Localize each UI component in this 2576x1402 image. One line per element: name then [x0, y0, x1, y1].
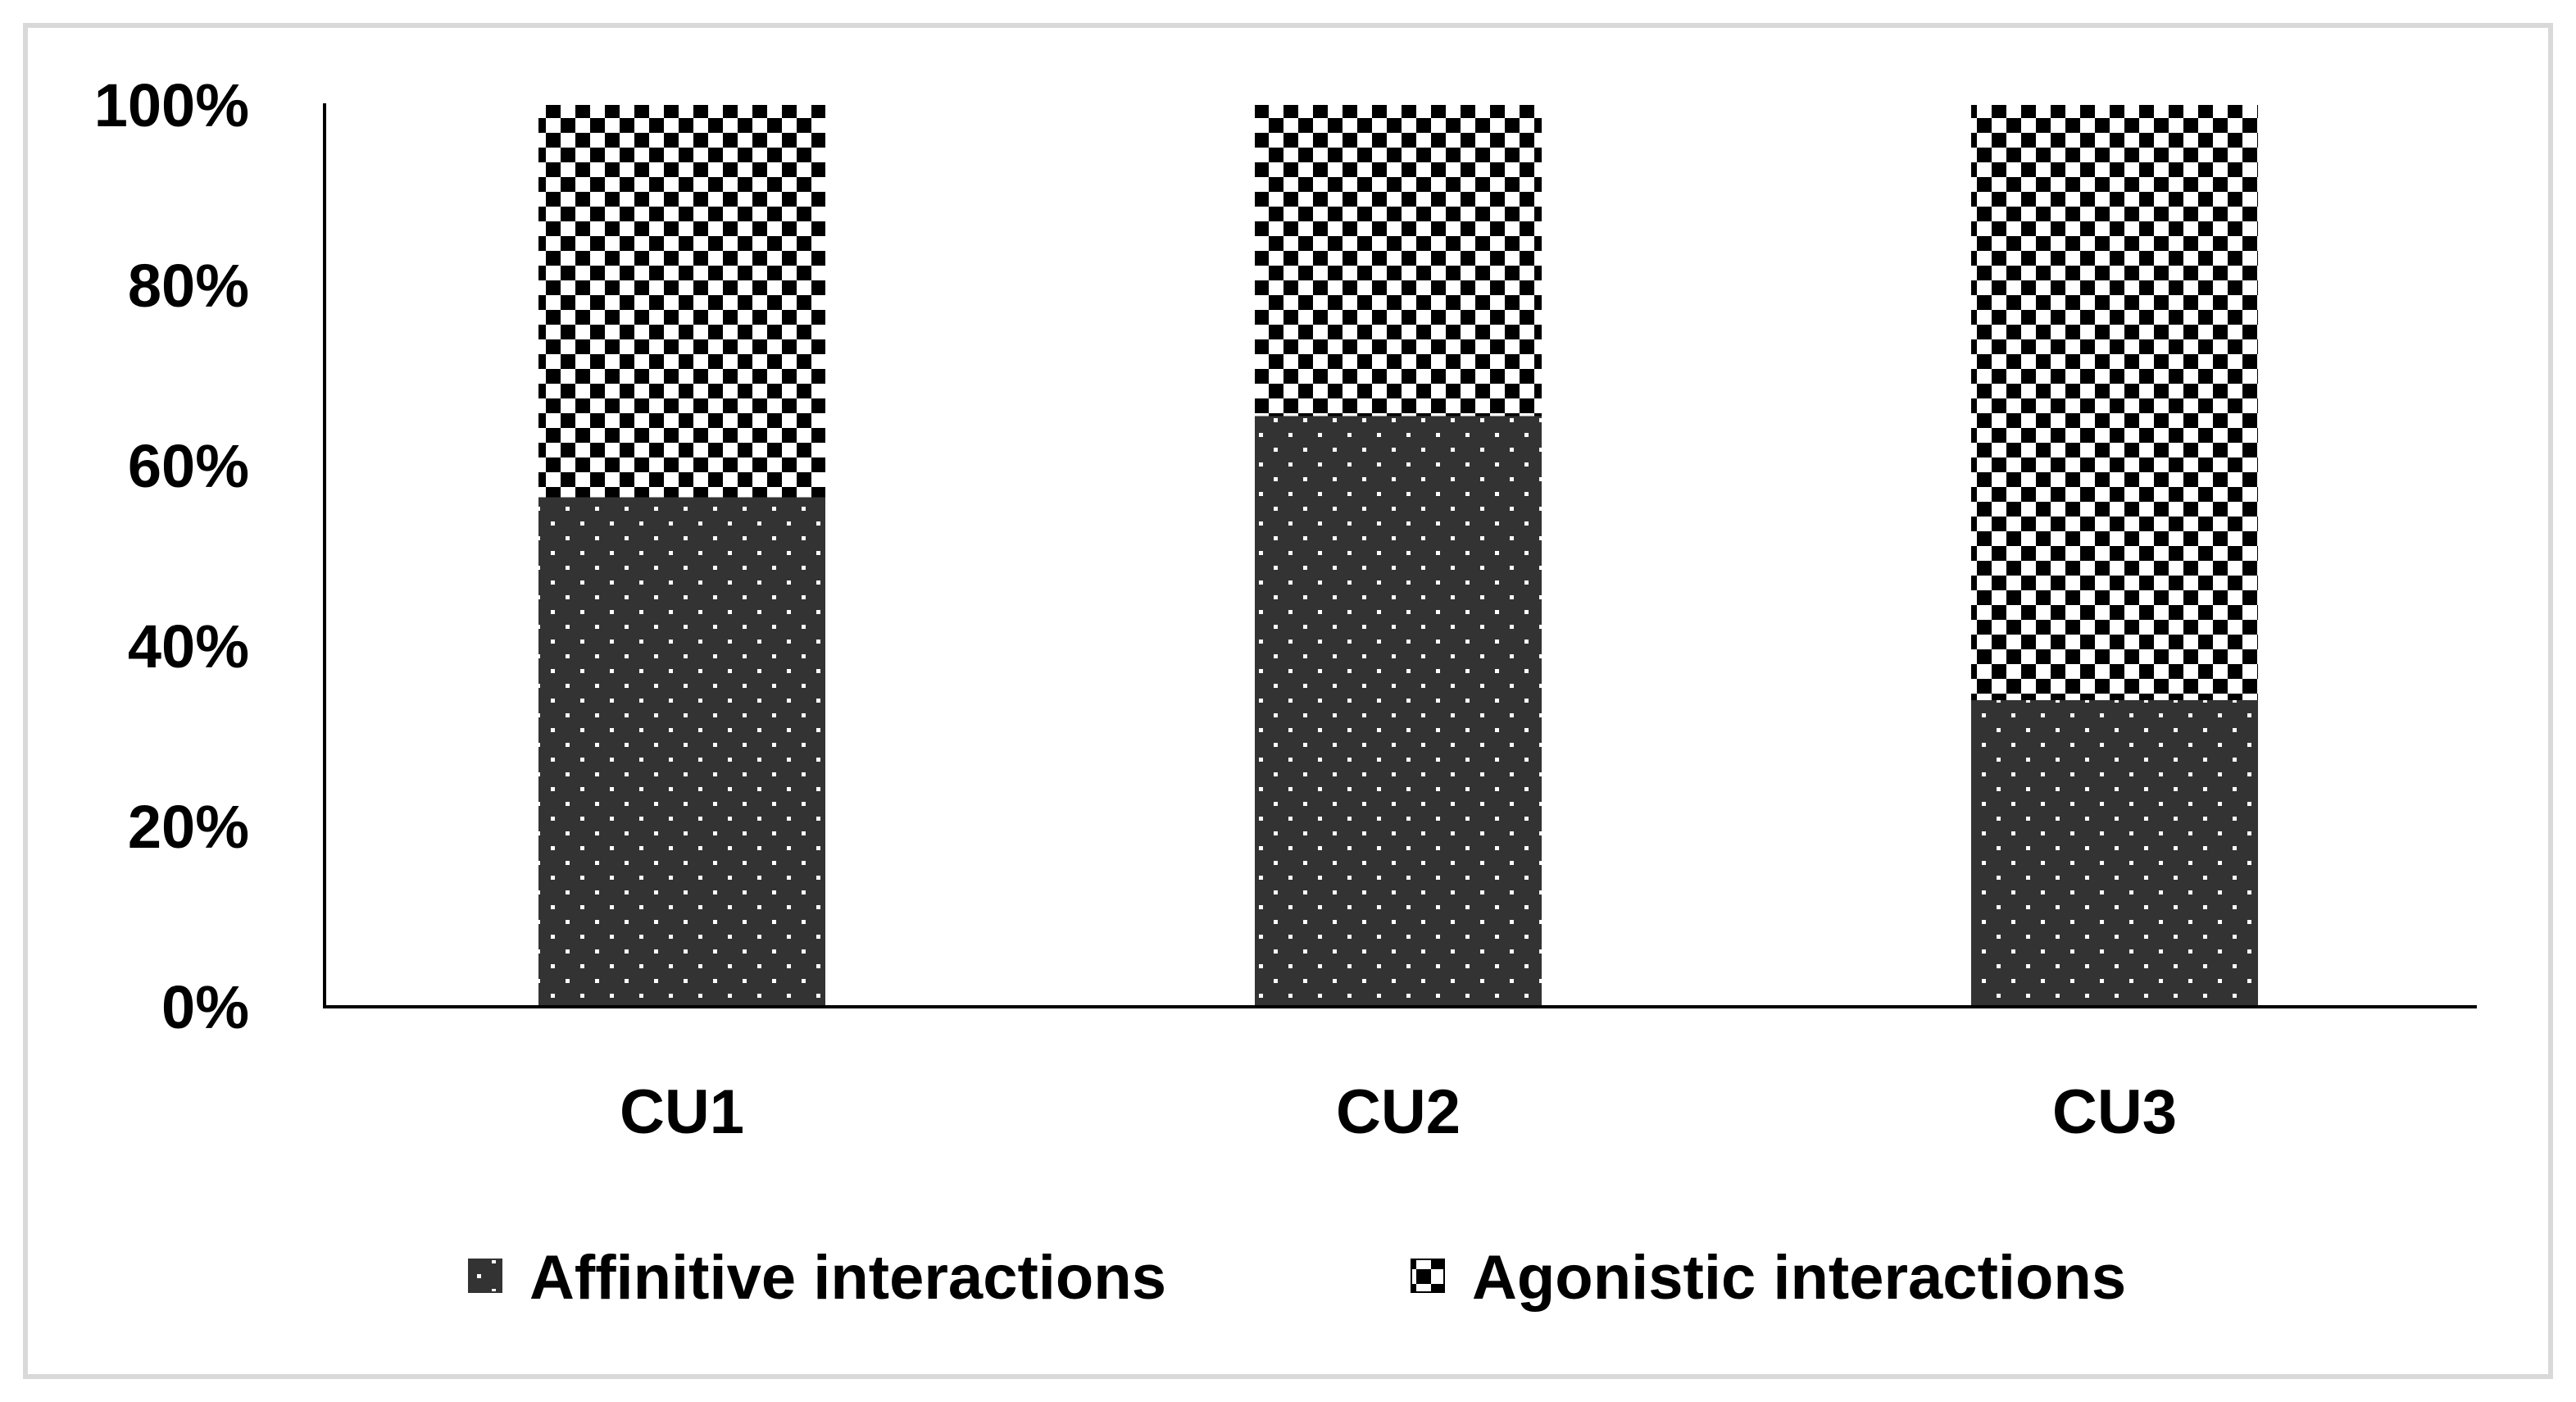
bar-cu1-affinitive [538, 497, 825, 1007]
y-tick-label: 0% [161, 973, 249, 1041]
bar-cu3-affinitive [1971, 700, 2258, 1007]
bar-cu2-affinitive [1255, 416, 1542, 1007]
y-tick-label: 100% [94, 71, 249, 139]
x-category-label-cu3: CU3 [2052, 1077, 2177, 1147]
legend-item-affinitive[interactable]: Affinitive interactions [468, 1243, 1166, 1313]
legend: Affinitive interactions Agonistic intera… [468, 1243, 2126, 1313]
y-tick-label: 20% [128, 793, 249, 861]
bars-layer [538, 105, 2258, 1007]
y-tick-label: 80% [128, 252, 249, 320]
y-tick-label: 60% [128, 432, 249, 500]
bar-cu3-agonistic [1971, 105, 2258, 700]
x-category-labels: CU1 CU2 CU3 [620, 1077, 2177, 1147]
legend-label-agonistic: Agonistic interactions [1472, 1243, 2126, 1313]
y-tick-labels: 0% 20% 40% 60% 80% 100% [94, 71, 249, 1041]
y-tick-label: 40% [128, 612, 249, 681]
x-category-label-cu2: CU2 [1336, 1077, 1461, 1147]
x-category-label-cu1: CU1 [620, 1077, 744, 1147]
legend-item-agonistic[interactable]: Agonistic interactions [1411, 1243, 2126, 1313]
bar-cu1-agonistic [538, 105, 825, 498]
bar-cu2-agonistic [1255, 105, 1542, 417]
legend-swatch-affinitive [468, 1259, 502, 1293]
legend-label-affinitive: Affinitive interactions [529, 1243, 1166, 1313]
legend-swatch-agonistic [1411, 1259, 1445, 1293]
